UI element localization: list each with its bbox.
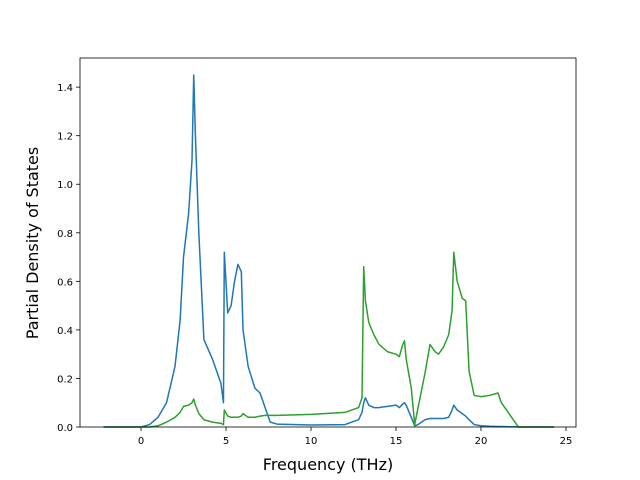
x-tick-label: 0 <box>138 436 144 447</box>
x-tick-label: 5 <box>223 436 229 447</box>
y-tick-label: 1.0 <box>57 180 73 191</box>
x-tick-label: 20 <box>475 436 488 447</box>
plot-frame <box>79 57 577 428</box>
x-tick-label: 25 <box>560 436 573 447</box>
x-tick-label: 15 <box>390 436 403 447</box>
data-line <box>103 251 555 428</box>
y-tick-label: 0.0 <box>57 423 73 434</box>
y-tick-label: 0.4 <box>57 326 73 337</box>
x-axis-label: Frequency (THz) <box>263 455 393 474</box>
y-tick-label: 0.6 <box>57 277 73 288</box>
y-tick-label: 0.8 <box>57 229 73 240</box>
x-tick-label: 10 <box>305 436 318 447</box>
y-axis-label: Partial Density of States <box>23 147 42 339</box>
y-tick-label: 1.2 <box>57 132 73 143</box>
data-line <box>103 74 555 428</box>
y-tick-label: 0.2 <box>57 374 73 385</box>
y-tick-label: 1.4 <box>57 83 73 94</box>
